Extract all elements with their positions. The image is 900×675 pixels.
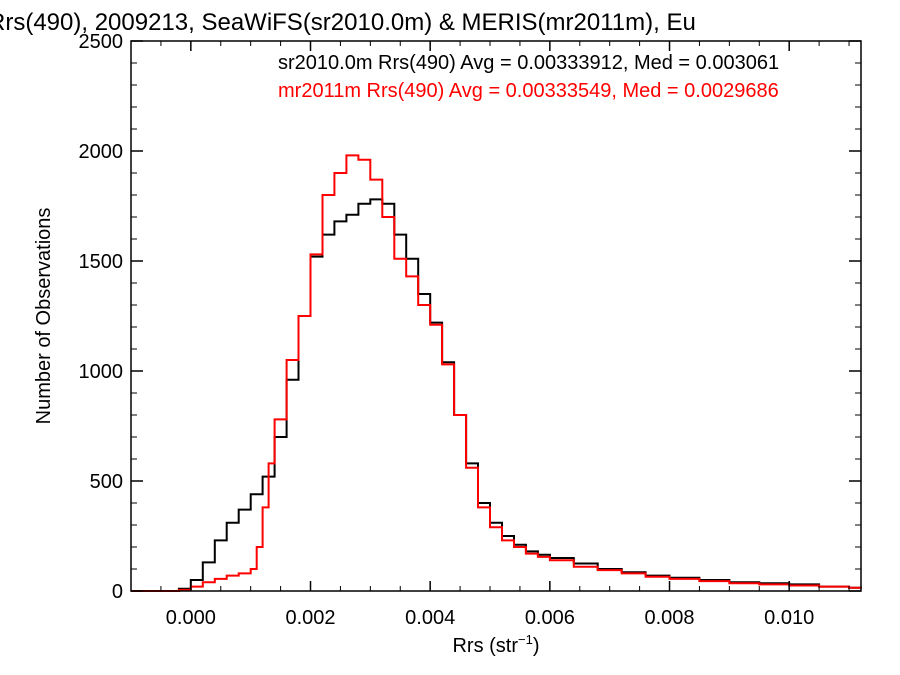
y-tick-label: 2000 [79,141,124,163]
x-tick-label: 0.004 [405,607,455,629]
chart-title: Rrs(490), 2009213, SeaWiFS(sr2010.0m) & … [0,9,696,36]
x-axis-label-superscript: −1 [518,632,533,647]
x-tick-label: 0.006 [525,607,575,629]
y-tick-label: 500 [90,471,123,493]
series-line-0 [131,198,862,592]
x-axis-label-close: ) [533,635,540,657]
x-axis-label-main: Rrs (str [452,635,518,657]
annotation-black: sr2010.0m Rrs(490) Avg = 0.00333912, Med… [278,52,779,74]
y-tick-label: 0 [112,581,123,603]
tick-layer: 0.000 0.002 0.004 0.006 0.008 0.010 0 500 1000 15… [79,31,861,629]
y-tick-label: 1500 [79,251,124,273]
y-tick-label: 1000 [79,361,124,383]
x-tick-label: 0.008 [644,607,694,629]
series-line-1 [131,154,862,592]
x-tick-label: 0.000 [166,607,216,629]
y-tick-label: 2500 [79,31,124,53]
annotation-red: mr2011m Rrs(490) Avg = 0.00333549, Med =… [278,80,779,102]
series-layer [131,154,862,592]
x-tick-label: 0.002 [285,607,335,629]
plot-frame [130,40,862,592]
x-tick-label: 0.010 [764,607,814,629]
y-axis-label: Number of Observations [33,208,55,425]
x-axis-label: Rrs (str−1) [452,632,539,657]
